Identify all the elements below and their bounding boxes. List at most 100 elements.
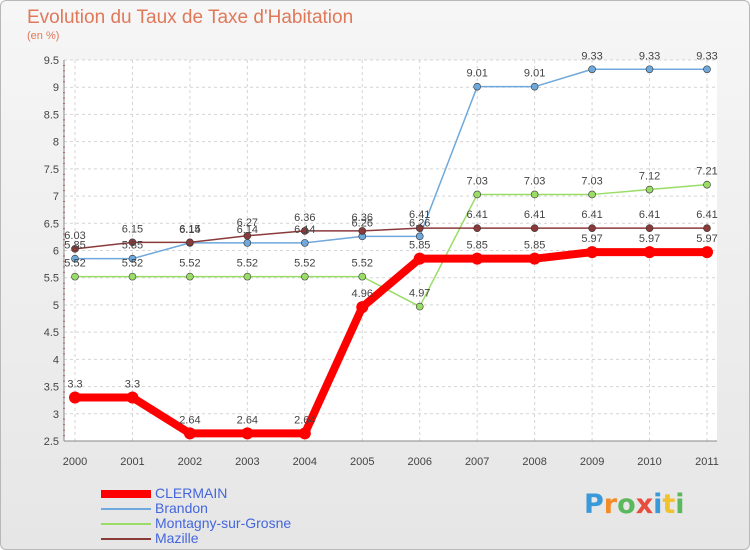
data-point (298, 427, 311, 440)
legend-swatch (101, 490, 151, 498)
data-point (413, 252, 426, 265)
data-point (301, 227, 309, 235)
data-point (243, 272, 252, 281)
data-label: 4.97 (409, 288, 430, 300)
data-label: 5.52 (179, 258, 200, 270)
x-tick-label: 2009 (580, 456, 604, 468)
data-label: 6.41 (409, 209, 430, 221)
data-point (356, 301, 369, 314)
data-label: 7.03 (466, 175, 487, 187)
data-point (701, 246, 713, 259)
x-tick-label: 2010 (637, 456, 661, 468)
data-point (243, 239, 252, 247)
data-point (243, 232, 252, 240)
x-tick-label: 2004 (293, 456, 317, 468)
y-tick-label: 7 (53, 191, 59, 203)
data-label: 5.52 (122, 258, 143, 270)
data-label: 5.52 (294, 258, 315, 270)
data-label: 5.97 (581, 233, 602, 245)
y-tick-label: 3.5 (44, 382, 59, 394)
data-label: 5.97 (696, 233, 717, 245)
data-point (358, 227, 367, 235)
data-label: 6.36 (352, 212, 373, 224)
series-line (75, 183, 708, 308)
legend-swatch (101, 538, 151, 540)
x-tick-label: 2000 (63, 456, 87, 468)
logo-letter: i (653, 489, 663, 520)
data-label: 5.85 (122, 240, 143, 252)
data-point (588, 190, 596, 199)
data-point (645, 224, 654, 232)
x-tick-label: 2001 (120, 456, 144, 468)
proxiti-logo: Proxiti (584, 489, 685, 520)
data-point (530, 190, 539, 199)
legend-label: Montagny-sur-Grosne (155, 515, 292, 531)
data-label: 5.85 (64, 240, 85, 252)
legend-swatch (101, 523, 151, 525)
y-tick-label: 5.5 (44, 273, 59, 285)
logo-letter: r (603, 489, 618, 520)
data-point (358, 272, 367, 281)
data-label: 6.15 (122, 223, 143, 235)
data-label: 3.3 (67, 378, 82, 390)
series-line (75, 248, 707, 438)
data-label: 2.64 (179, 414, 200, 426)
data-point (71, 272, 79, 281)
data-label: 9.01 (524, 68, 545, 80)
data-point (586, 246, 599, 259)
data-point (643, 246, 656, 259)
data-point (415, 302, 424, 311)
data-label: 6.14 (294, 224, 315, 236)
data-point (588, 224, 596, 232)
series-line (74, 227, 707, 250)
data-point (128, 254, 137, 263)
data-label: 6.14 (179, 224, 200, 236)
data-label: 9.01 (466, 68, 487, 80)
x-tick-label: 2002 (178, 456, 202, 468)
data-label: 2.64 (237, 414, 258, 426)
series-line (75, 68, 707, 260)
data-label: 7.12 (639, 171, 660, 183)
data-point (471, 252, 484, 265)
x-tick-label: 2007 (465, 456, 489, 468)
logo-letter: x (635, 489, 654, 520)
y-tick-label: 3 (53, 409, 59, 421)
y-tick-label: 6.5 (44, 218, 59, 230)
data-label: 5.85 (466, 240, 487, 252)
data-point (473, 190, 481, 199)
y-tick-label: 4.5 (44, 327, 59, 339)
data-point (126, 391, 139, 404)
x-tick-label: 2011 (695, 456, 719, 468)
data-point (703, 65, 711, 74)
data-label: 6.03 (64, 230, 85, 242)
legend-label: Brandon (155, 500, 208, 516)
data-point (528, 252, 541, 265)
data-label: 9.33 (639, 50, 660, 62)
data-label: 5.85 (409, 240, 430, 252)
legend-label: Mazille (155, 530, 199, 546)
data-point (703, 180, 711, 189)
data-point (703, 224, 711, 232)
data-point (473, 224, 481, 232)
logo-letter: o (617, 489, 636, 520)
data-point (415, 224, 424, 232)
data-label: 9.33 (696, 50, 717, 62)
data-point (645, 65, 654, 74)
data-label: 9.33 (581, 50, 602, 62)
data-label: 5.85 (524, 240, 545, 252)
data-label: 5.52 (352, 258, 373, 270)
x-tick-label: 2008 (522, 456, 546, 468)
data-point (530, 224, 539, 232)
data-point (301, 272, 309, 281)
data-point (530, 82, 539, 91)
x-tick-label: 2003 (235, 456, 259, 468)
logo-letter: i (675, 489, 685, 520)
y-tick-label: 6 (53, 246, 59, 258)
data-label: 6.41 (639, 209, 660, 221)
data-point (71, 254, 79, 263)
legend-swatch (101, 508, 151, 510)
data-point (415, 232, 424, 241)
data-label: 6.27 (237, 217, 258, 229)
